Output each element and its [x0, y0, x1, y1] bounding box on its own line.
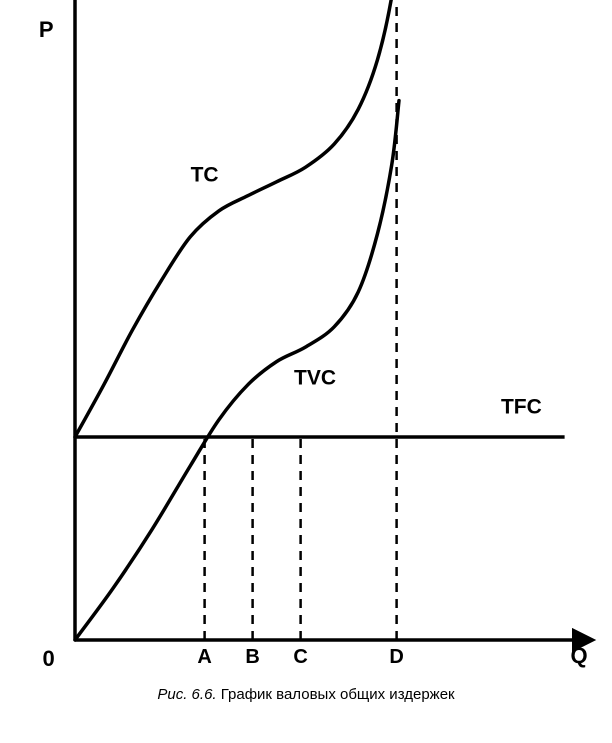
- x-axis-label: Q: [570, 643, 587, 668]
- figure-container: P Q 0 TC TVC TFC A B C D Рис. 6.6. График валовых…: [0, 0, 612, 743]
- y-axis-label: P: [39, 17, 54, 42]
- tvc-label: TVC: [294, 367, 336, 390]
- tick-label-d: D: [389, 646, 403, 668]
- tick-label-a: A: [197, 646, 211, 668]
- tfc-label: TFC: [501, 396, 542, 419]
- figure-caption-text: График валовых общих издержек: [221, 686, 455, 703]
- tick-label-c: C: [293, 646, 307, 668]
- tick-label-b: B: [245, 646, 259, 668]
- tc-label: TC: [191, 164, 219, 187]
- tvc-curve: [75, 101, 399, 640]
- cost-curves-chart: P Q 0 TC TVC TFC A B C D: [0, 0, 612, 680]
- origin-label: 0: [42, 646, 54, 671]
- figure-number: Рис. 6.6.: [157, 686, 216, 703]
- tc-curve: [75, 0, 398, 437]
- figure-caption: Рис. 6.6. График валовых общих издержек: [0, 686, 612, 703]
